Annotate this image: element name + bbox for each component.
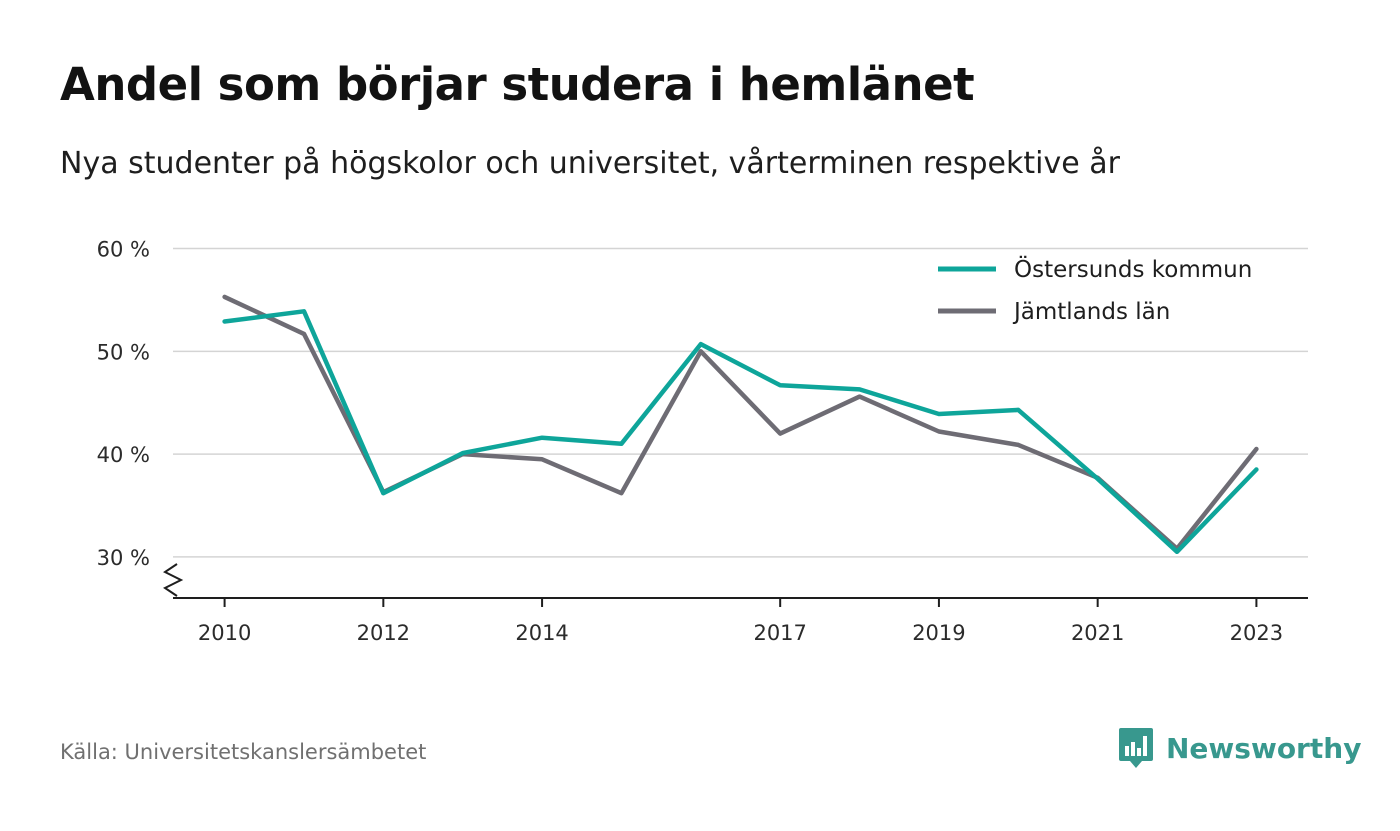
legend-label: Jämtlands län (1012, 299, 1170, 325)
series-lines (222, 294, 1259, 555)
line-chart: 30 % 40 % 50 % 60 % 2010 2012 2014 2017 2019 202… (97, 238, 1308, 645)
y-axis-ticks: 30 % 40 % 50 % 60 % (97, 238, 150, 570)
x-tick-label: 2017 (753, 621, 806, 645)
chart-subtitle: Nya studenter på högskolor och universit… (60, 146, 1120, 181)
x-tick-label: 2023 (1230, 621, 1283, 645)
series-line-1 (222, 294, 1259, 551)
x-tick-label: 2010 (198, 621, 251, 645)
x-axis (163, 563, 1308, 599)
chart-title: Andel som börjar studera i hemlänet (60, 58, 975, 111)
legend: Östersunds kommun Jämtlands län (938, 255, 1252, 325)
x-tick-label: 2014 (515, 621, 568, 645)
brand-logo[interactable]: Newsworthy (1118, 726, 1361, 770)
series-line-0 (222, 309, 1259, 555)
legend-label: Östersunds kommun (1014, 255, 1252, 283)
bar-chart-speech-bubble-icon (1119, 728, 1153, 768)
y-tick-label: 40 % (97, 443, 150, 467)
brand-name: Newsworthy (1166, 731, 1362, 765)
source-note: Källa: Universitetskanslersämbetet (60, 740, 427, 764)
y-tick-label: 60 % (97, 238, 150, 262)
y-tick-label: 50 % (97, 340, 150, 364)
y-tick-label: 30 % (97, 546, 150, 570)
x-tick-label: 2021 (1071, 621, 1124, 645)
x-axis-ticks: 2010 2012 2014 2017 2019 2021 2023 (198, 598, 1283, 645)
x-tick-label: 2012 (357, 621, 410, 645)
axis-break-mark (163, 563, 184, 597)
gridlines (173, 247, 1308, 558)
x-tick-label: 2019 (912, 621, 965, 645)
